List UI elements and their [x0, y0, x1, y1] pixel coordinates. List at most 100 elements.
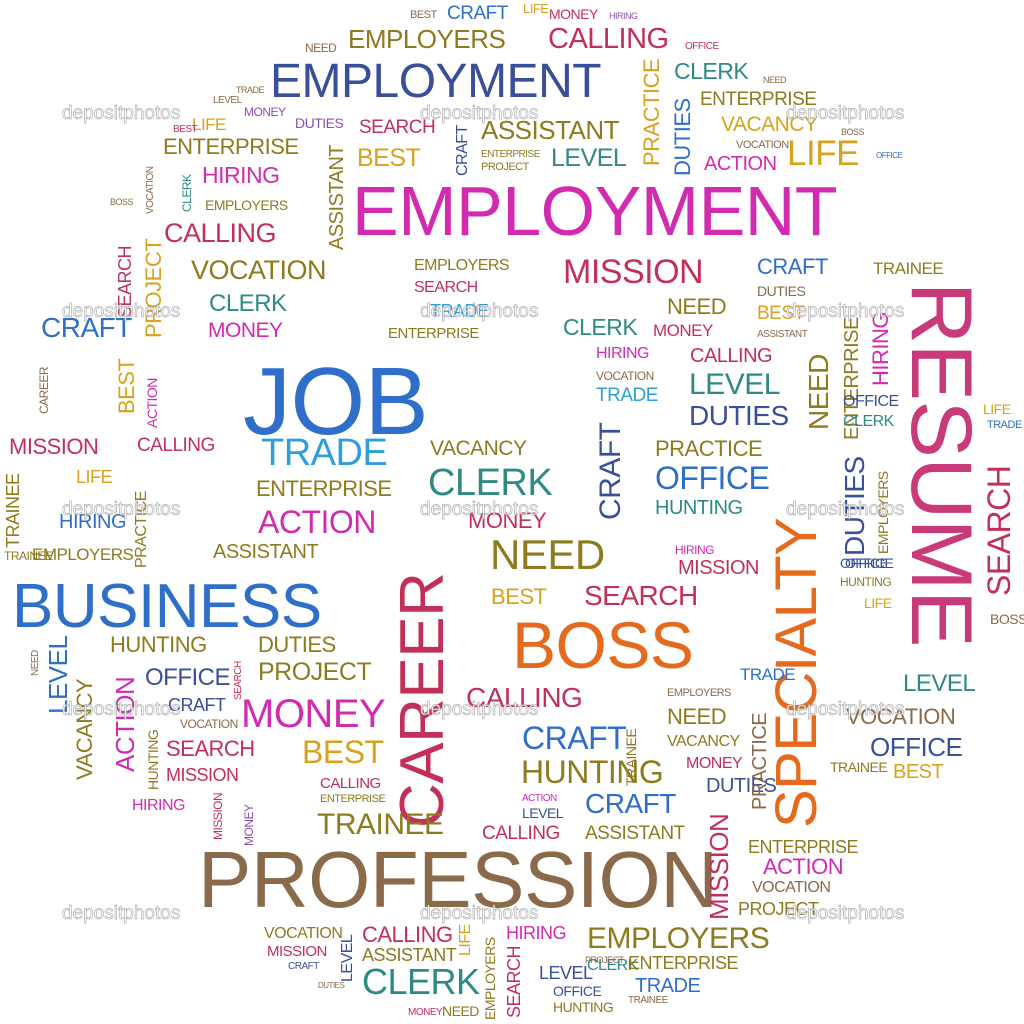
- word: SEARCH: [981, 465, 1017, 596]
- word: VACANCY: [430, 437, 527, 460]
- word: HIRING: [609, 11, 638, 21]
- word: HIRING: [59, 511, 127, 533]
- word: PROJECT: [585, 955, 624, 965]
- word: BOSS: [990, 611, 1024, 627]
- word: ASSISTANT: [585, 823, 685, 844]
- word: TRADE: [635, 975, 701, 997]
- word: TRADE: [740, 665, 796, 684]
- word: ASSISTANT: [326, 144, 348, 250]
- word: PRACTICE: [639, 58, 664, 166]
- word: EMPLOYERS: [667, 687, 731, 699]
- watermark-text: depositphotos: [786, 301, 905, 322]
- word: VOCATION: [264, 925, 343, 942]
- word: BOSS: [110, 197, 134, 207]
- word: BOSS: [841, 127, 865, 137]
- word: VACANCY: [667, 733, 740, 750]
- word: ACTION: [110, 676, 140, 772]
- word: HIRING: [202, 162, 280, 188]
- word: TRADE: [261, 432, 388, 474]
- word: CAREER: [37, 366, 51, 414]
- word: MONEY: [653, 321, 713, 340]
- word: LIFE: [76, 467, 113, 487]
- word: LEVEL: [213, 95, 242, 106]
- word: ACTION: [258, 504, 376, 540]
- word: HIRING: [506, 923, 567, 943]
- word: EMPLOYERS: [32, 545, 134, 564]
- word: MISSION: [678, 557, 759, 579]
- word: NEED: [305, 41, 337, 55]
- word: CRAFT: [585, 788, 676, 819]
- word: NEED: [30, 650, 41, 676]
- word: HUNTING: [553, 999, 614, 1015]
- word: LEVEL: [339, 934, 356, 982]
- word: MONEY: [468, 508, 547, 533]
- word: BEST: [757, 303, 805, 324]
- word: NEED: [803, 354, 834, 430]
- word: VOCATION: [596, 369, 654, 383]
- word: MONEY: [408, 1007, 443, 1018]
- word: TRAINEE: [873, 259, 944, 278]
- word: LEVEL: [551, 144, 627, 172]
- word: NEED: [442, 1003, 479, 1019]
- word: PROJECT: [481, 161, 529, 173]
- word: JOB: [243, 348, 429, 455]
- word: TRADE: [430, 301, 489, 321]
- word: BEST: [410, 9, 437, 21]
- word: EMPLOYMENT: [270, 55, 602, 108]
- word: LIFE: [864, 595, 892, 611]
- word: CLERK: [209, 290, 287, 317]
- watermark-text: depositphotos: [62, 699, 181, 720]
- word: HIRING: [675, 543, 715, 557]
- word: CALLING: [466, 682, 583, 713]
- word: CLERK: [843, 413, 894, 430]
- word: MONEY: [244, 105, 286, 119]
- word: MISSION: [267, 943, 327, 960]
- watermark-text: depositphotos: [420, 499, 539, 520]
- word: LIFE: [523, 1, 549, 16]
- word: EMPLOYERS: [414, 257, 510, 274]
- word: TRAINEE: [628, 995, 668, 1006]
- word: VOCATION: [180, 717, 238, 731]
- word: LEVEL: [903, 670, 976, 697]
- word: VOCATION: [145, 166, 156, 214]
- word: ENTERPRISE: [481, 149, 540, 160]
- word: CRAFT: [522, 720, 627, 756]
- word: PROJECT: [141, 238, 166, 338]
- word: DUTIES: [670, 98, 695, 176]
- watermark-text: depositphotos: [786, 103, 905, 124]
- word: BOSS: [512, 608, 694, 682]
- word: TRADE: [236, 85, 265, 95]
- word: DUTIES: [258, 632, 336, 657]
- word: VOCATION: [846, 704, 956, 729]
- word: CALLING: [482, 823, 560, 844]
- word: ENTERPRISE: [388, 325, 479, 342]
- word: DUTIES: [318, 981, 345, 990]
- word: EMPLOYERS: [205, 197, 288, 213]
- word: MONEY: [241, 692, 386, 736]
- word: CRAFT: [757, 254, 828, 279]
- word: LIFE: [787, 134, 859, 173]
- word: SEARCH: [233, 661, 244, 700]
- word: BEST: [893, 761, 944, 783]
- word: LIFE: [457, 924, 474, 956]
- word: SEARCH: [414, 279, 478, 296]
- word: CLERK: [587, 957, 638, 974]
- word: HUNTING: [655, 497, 743, 519]
- word: PROFESSION: [198, 835, 718, 924]
- word: TRADE: [987, 419, 1022, 431]
- word: EMPLOYERS: [348, 24, 506, 54]
- word: ACTION: [763, 854, 844, 879]
- word: LEVEL: [522, 805, 564, 821]
- word: CALLING: [320, 775, 381, 792]
- word: LIFE: [192, 115, 226, 134]
- watermark-text: depositphotos: [62, 103, 181, 124]
- word: CLERK: [428, 462, 553, 504]
- word: EMPLOYERS: [482, 937, 498, 1020]
- watermark-text: depositphotos: [420, 903, 539, 924]
- word: BEST: [491, 584, 547, 609]
- word: TRAINEE: [830, 759, 888, 775]
- word: CRAFT: [41, 312, 132, 343]
- word: PRACTICE: [749, 712, 771, 810]
- word: ACTION: [144, 378, 160, 428]
